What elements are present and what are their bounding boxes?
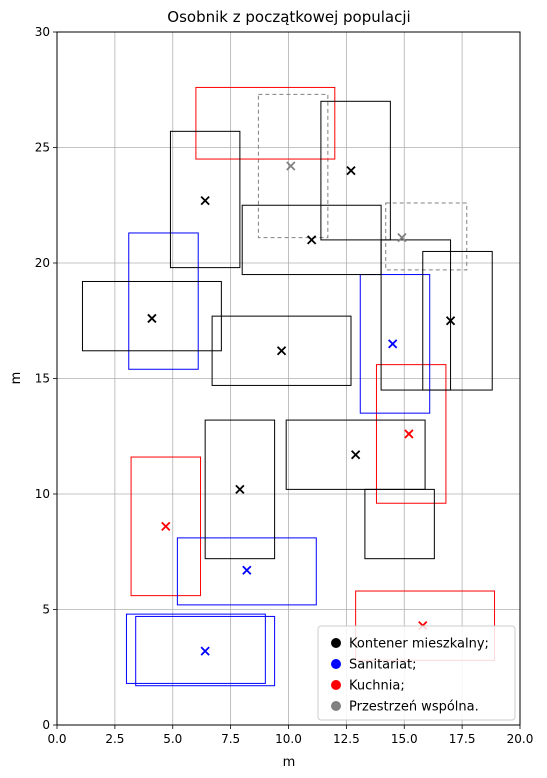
container-rect-mieszkalny — [169, 130, 241, 269]
container-rect-mieszkalny — [81, 280, 222, 352]
center-marker-mieszkalny — [350, 450, 361, 460]
container-rect-sanitariat — [135, 615, 276, 687]
legend-label: Kuchnia; — [349, 679, 405, 694]
legend-label: Kontener mieszkalny; — [349, 637, 489, 652]
container-rect-kuchnia — [375, 364, 447, 504]
y-tick-label: 15 — [35, 372, 50, 386]
container-rect-mieszkalny — [320, 100, 391, 241]
x-axis-label: m — [283, 755, 296, 770]
x-tick-label: 17.5 — [449, 732, 476, 746]
container-rect-sanitariat — [128, 232, 199, 370]
legend-item-kuchnia: Kuchnia; — [331, 679, 405, 694]
y-axis-label: m — [9, 372, 24, 385]
container-rect-mieszkalny — [364, 488, 435, 560]
container-rect-kuchnia — [130, 456, 202, 597]
y-tick-label: 30 — [35, 25, 50, 39]
center-marker-mieszkalny — [200, 195, 210, 206]
x-tick-label: 15.0 — [391, 732, 418, 746]
legend-swatch — [331, 638, 341, 648]
x-tick-label: 10.0 — [275, 732, 302, 746]
x-tick-label: 20.0 — [507, 732, 534, 746]
grid — [56, 31, 521, 726]
center-marker-kuchnia — [404, 429, 414, 439]
legend-label: Przestrzeń wspólna. — [349, 700, 479, 715]
center-marker-mieszkalny — [445, 316, 456, 326]
center-marker-mieszkalny — [346, 165, 356, 176]
y-tick-label: 25 — [35, 141, 50, 155]
legend-item-sanitariat: Sanitariat; — [331, 658, 417, 673]
center-marker-mieszkalny — [235, 484, 245, 495]
y-tick-label: 5 — [42, 603, 50, 617]
legend-box — [317, 625, 516, 721]
container-rect-sanitariat — [176, 537, 317, 606]
x-tick-label: 2.5 — [105, 732, 124, 746]
container-rect-mieszkalny — [211, 315, 352, 386]
legend-item-wspolna: Przestrzeń wspólna. — [331, 700, 479, 715]
x-tick-label: 12.5 — [333, 732, 360, 746]
center-marker-mieszkalny — [307, 235, 317, 245]
legend-label: Sanitariat; — [349, 658, 417, 673]
chart-title: Osobnik z początkowej populacji — [167, 8, 410, 26]
y-tick-label: 10 — [35, 487, 50, 501]
container-rect-wspolna — [257, 93, 329, 239]
center-markers — [147, 161, 456, 656]
container-rect-wspolna — [385, 202, 468, 271]
container-rect-sanitariat — [125, 613, 266, 684]
container-rect-kuchnia — [195, 86, 336, 160]
y-tick-label: 0 — [42, 718, 50, 732]
container-rect-sanitariat — [359, 274, 431, 414]
legend-swatch — [331, 680, 341, 690]
y-tick-label: 20 — [35, 256, 50, 270]
container-rect-mieszkalny — [204, 419, 276, 560]
center-marker-mieszkalny — [276, 346, 287, 356]
legend-swatch — [331, 701, 341, 711]
center-marker-sanitariat — [242, 565, 252, 575]
axis-ticks: 0.0 2.5 5.0 7.5 10.0 12.5 15.0 17.5 20.0 0 5 10 15 20… — [35, 25, 534, 746]
x-tick-label: 7.5 — [221, 732, 240, 746]
legend: Kontener mieszkalny; Sanitariat; Kuchnia; P… — [317, 625, 516, 721]
center-marker-kuchnia — [161, 521, 171, 531]
legend-item-mieszkalny: Kontener mieszkalny; — [331, 637, 489, 652]
container-rect-mieszkalny — [422, 250, 493, 391]
center-marker-wspolna — [286, 161, 296, 171]
container-rect-mieszkalny — [285, 419, 426, 490]
x-tick-label: 5.0 — [163, 732, 182, 746]
x-tick-label: 0.0 — [47, 732, 66, 746]
center-marker-wspolna — [397, 232, 407, 243]
center-marker-mieszkalny — [147, 313, 157, 324]
legend-swatch — [331, 659, 341, 669]
container-rect-mieszkalny — [380, 239, 452, 391]
center-marker-sanitariat — [388, 339, 398, 349]
center-marker-sanitariat — [200, 646, 210, 656]
